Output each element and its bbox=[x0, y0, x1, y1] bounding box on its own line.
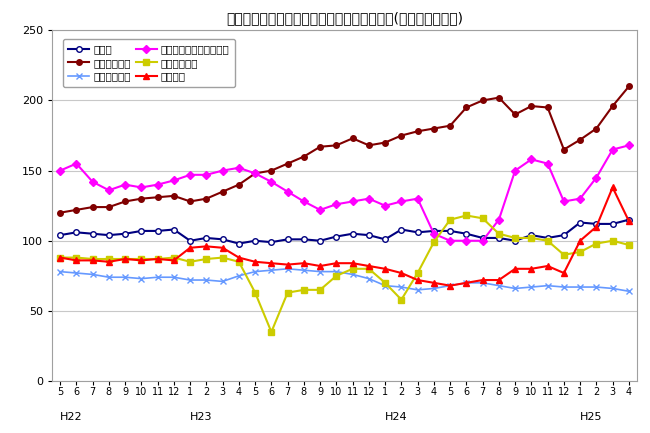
Legend: 鉱工業, 一般機械工業, 電気機械工業, 電子部品・デバイス工業, 輸送機械工業, 化学工業: 鉱工業, 一般機械工業, 電気機械工業, 電子部品・デバイス工業, 輸送機械工業… bbox=[63, 39, 235, 87]
Text: H23: H23 bbox=[190, 412, 213, 422]
Text: H25: H25 bbox=[580, 412, 603, 422]
Text: H24: H24 bbox=[385, 412, 408, 422]
Text: H22: H22 bbox=[60, 412, 83, 422]
Title: 三重県鉱工業生産及び主要業種別指数の推移(季節調整済指数): 三重県鉱工業生産及び主要業種別指数の推移(季節調整済指数) bbox=[226, 11, 463, 25]
